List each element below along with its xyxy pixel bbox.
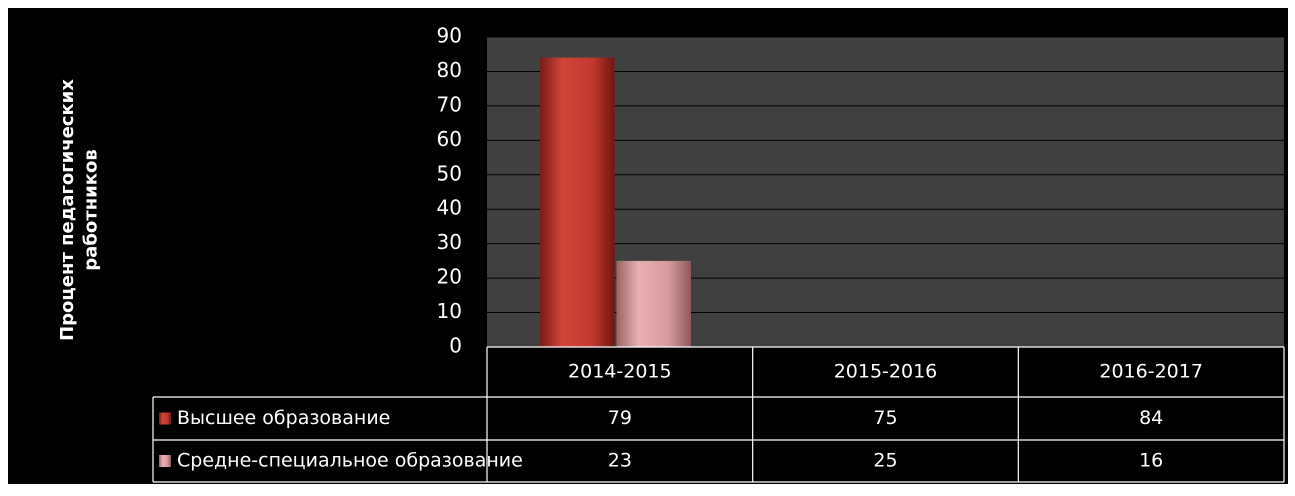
y-tick-label: 90 — [437, 24, 462, 48]
y-tick-label: 70 — [437, 92, 462, 116]
y-tick-label: 20 — [437, 265, 462, 289]
y-tick-label: 60 — [437, 127, 462, 151]
x-tick-label: 2015-2016 — [834, 361, 938, 383]
legend-label: Высшее образование — [177, 407, 390, 429]
data-label: 25 — [873, 450, 897, 472]
x-tick-label: 2016-2017 — [1099, 361, 1203, 383]
y-tick-label: 0 — [449, 334, 462, 358]
data-label: 84 — [1139, 407, 1163, 429]
bar — [540, 57, 615, 348]
bar — [616, 291, 691, 347]
y-tick-label: 30 — [437, 230, 462, 254]
x-tick-label: 2014-2015 — [568, 361, 672, 383]
y-tick-label: 10 — [437, 299, 462, 323]
legend-label: Средне-специальное образование — [177, 450, 523, 472]
y-tick-label: 80 — [437, 58, 462, 82]
data-label: 16 — [1139, 450, 1163, 472]
y-axis-title-line: работников — [81, 149, 102, 270]
y-tick-label: 50 — [437, 161, 462, 185]
y-axis-title-line: Процент педагогических — [57, 79, 78, 341]
legend-key — [159, 412, 171, 425]
y-tick-label: 40 — [437, 196, 462, 220]
legend-key — [159, 455, 171, 467]
data-label: 23 — [608, 450, 632, 472]
y-axis-title: Процент педагогических работников — [57, 79, 101, 341]
data-label: 75 — [873, 407, 897, 429]
data-label: 79 — [608, 407, 632, 429]
